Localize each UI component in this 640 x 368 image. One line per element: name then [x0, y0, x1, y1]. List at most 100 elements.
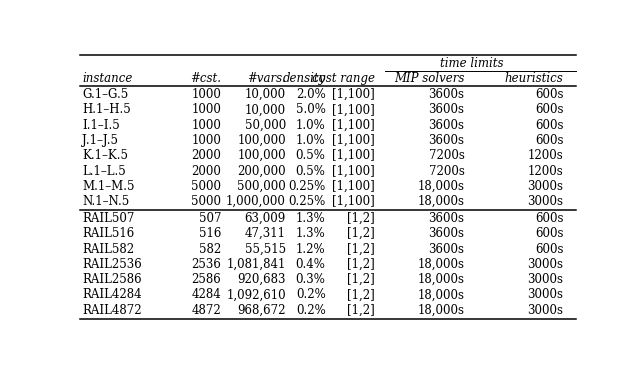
Text: [1,100]: [1,100] — [332, 195, 375, 208]
Text: 1000: 1000 — [191, 103, 221, 116]
Text: [1,2]: [1,2] — [348, 289, 375, 301]
Text: 47,311: 47,311 — [245, 227, 286, 240]
Text: 10,000: 10,000 — [244, 88, 286, 101]
Text: 4284: 4284 — [191, 289, 221, 301]
Text: 0.5%: 0.5% — [296, 164, 326, 177]
Text: [1,100]: [1,100] — [332, 103, 375, 116]
Text: J.1–J.5: J.1–J.5 — [83, 134, 118, 147]
Text: 2536: 2536 — [191, 258, 221, 271]
Text: 3600s: 3600s — [428, 103, 465, 116]
Text: 2586: 2586 — [191, 273, 221, 286]
Text: 600s: 600s — [535, 88, 564, 101]
Text: 1000: 1000 — [191, 134, 221, 147]
Text: 7200s: 7200s — [429, 149, 465, 162]
Text: 3600s: 3600s — [428, 88, 465, 101]
Text: [1,100]: [1,100] — [332, 118, 375, 132]
Text: 0.2%: 0.2% — [296, 289, 326, 301]
Text: 600s: 600s — [535, 103, 564, 116]
Text: cost range: cost range — [312, 72, 375, 85]
Text: [1,100]: [1,100] — [332, 149, 375, 162]
Text: instance: instance — [83, 72, 133, 85]
Text: 2000: 2000 — [191, 149, 221, 162]
Text: RAIL2536: RAIL2536 — [83, 258, 142, 271]
Text: RAIL4872: RAIL4872 — [83, 304, 142, 317]
Text: 3000s: 3000s — [527, 304, 564, 317]
Text: RAIL582: RAIL582 — [83, 243, 134, 255]
Text: 18,000s: 18,000s — [417, 273, 465, 286]
Text: 0.3%: 0.3% — [296, 273, 326, 286]
Text: [1,100]: [1,100] — [332, 134, 375, 147]
Text: 1.0%: 1.0% — [296, 134, 326, 147]
Text: 3000s: 3000s — [527, 258, 564, 271]
Text: 3600s: 3600s — [428, 118, 465, 132]
Text: 18,000s: 18,000s — [417, 258, 465, 271]
Text: M.1–M.5: M.1–M.5 — [83, 180, 135, 193]
Text: 18,000s: 18,000s — [417, 289, 465, 301]
Text: 50,000: 50,000 — [244, 118, 286, 132]
Text: 100,000: 100,000 — [237, 149, 286, 162]
Text: N.1–N.5: N.1–N.5 — [83, 195, 130, 208]
Text: 1,092,610: 1,092,610 — [226, 289, 286, 301]
Text: 2.0%: 2.0% — [296, 88, 326, 101]
Text: 500,000: 500,000 — [237, 180, 286, 193]
Text: 0.2%: 0.2% — [296, 304, 326, 317]
Text: 1000: 1000 — [191, 88, 221, 101]
Text: 968,672: 968,672 — [237, 304, 286, 317]
Text: 3600s: 3600s — [428, 227, 465, 240]
Text: 0.25%: 0.25% — [288, 180, 326, 193]
Text: 10,000: 10,000 — [244, 103, 286, 116]
Text: 7200s: 7200s — [429, 164, 465, 177]
Text: G.1–G.5: G.1–G.5 — [83, 88, 129, 101]
Text: 3600s: 3600s — [428, 243, 465, 255]
Text: 100,000: 100,000 — [237, 134, 286, 147]
Text: #cst.: #cst. — [190, 72, 221, 85]
Text: 5000: 5000 — [191, 180, 221, 193]
Text: 920,683: 920,683 — [237, 273, 286, 286]
Text: [1,100]: [1,100] — [332, 180, 375, 193]
Text: 0.5%: 0.5% — [296, 149, 326, 162]
Text: 3000s: 3000s — [527, 289, 564, 301]
Text: 582: 582 — [199, 243, 221, 255]
Text: [1,100]: [1,100] — [332, 88, 375, 101]
Text: time limits: time limits — [440, 57, 504, 70]
Text: RAIL507: RAIL507 — [83, 212, 135, 225]
Text: 3000s: 3000s — [527, 273, 564, 286]
Text: [1,2]: [1,2] — [348, 304, 375, 317]
Text: 1.0%: 1.0% — [296, 118, 326, 132]
Text: #vars.: #vars. — [247, 72, 286, 85]
Text: heuristics: heuristics — [505, 72, 564, 85]
Text: MIP solvers: MIP solvers — [394, 72, 465, 85]
Text: 4872: 4872 — [191, 304, 221, 317]
Text: RAIL516: RAIL516 — [83, 227, 135, 240]
Text: 1000: 1000 — [191, 118, 221, 132]
Text: 3000s: 3000s — [527, 195, 564, 208]
Text: 1.3%: 1.3% — [296, 212, 326, 225]
Text: 600s: 600s — [535, 212, 564, 225]
Text: 0.4%: 0.4% — [296, 258, 326, 271]
Text: 600s: 600s — [535, 118, 564, 132]
Text: 1.3%: 1.3% — [296, 227, 326, 240]
Text: 600s: 600s — [535, 227, 564, 240]
Text: 5000: 5000 — [191, 195, 221, 208]
Text: [1,2]: [1,2] — [348, 258, 375, 271]
Text: [1,2]: [1,2] — [348, 227, 375, 240]
Text: 3600s: 3600s — [428, 212, 465, 225]
Text: 1,081,841: 1,081,841 — [227, 258, 286, 271]
Text: [1,2]: [1,2] — [348, 273, 375, 286]
Text: density: density — [282, 72, 326, 85]
Text: L.1–L.5: L.1–L.5 — [83, 164, 126, 177]
Text: 3600s: 3600s — [428, 134, 465, 147]
Text: H.1–H.5: H.1–H.5 — [83, 103, 131, 116]
Text: I.1–I.5: I.1–I.5 — [83, 118, 120, 132]
Text: 516: 516 — [199, 227, 221, 240]
Text: 1200s: 1200s — [528, 149, 564, 162]
Text: [1,2]: [1,2] — [348, 243, 375, 255]
Text: 18,000s: 18,000s — [417, 180, 465, 193]
Text: 1,000,000: 1,000,000 — [226, 195, 286, 208]
Text: 600s: 600s — [535, 243, 564, 255]
Text: 18,000s: 18,000s — [417, 195, 465, 208]
Text: 18,000s: 18,000s — [417, 304, 465, 317]
Text: 63,009: 63,009 — [244, 212, 286, 225]
Text: 3000s: 3000s — [527, 180, 564, 193]
Text: 5.0%: 5.0% — [296, 103, 326, 116]
